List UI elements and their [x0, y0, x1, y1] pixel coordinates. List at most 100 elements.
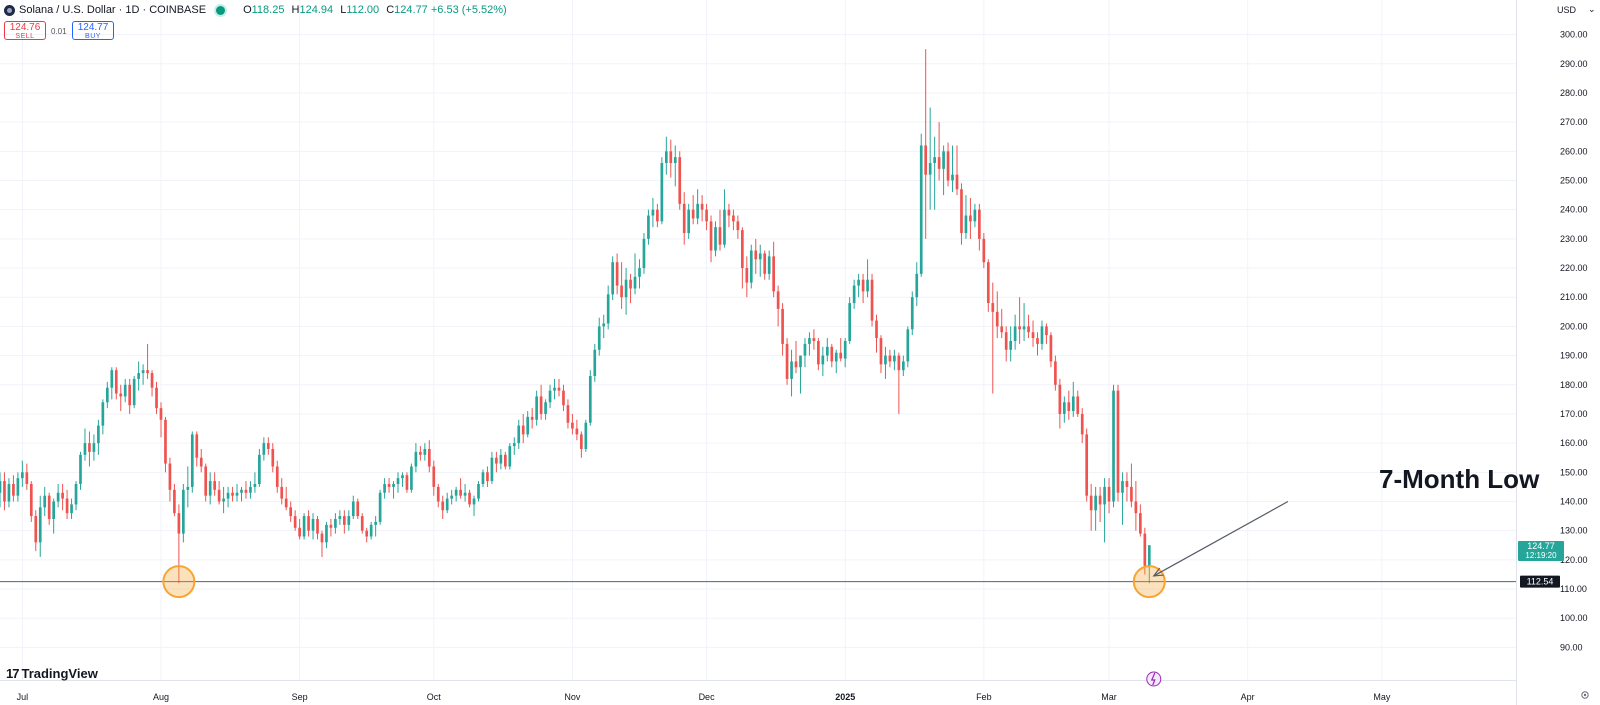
candle-body: [266, 443, 270, 449]
candle-body: [656, 209, 659, 222]
sell-button[interactable]: 124.76 SELL: [4, 21, 46, 40]
time-axis: Jul Aug Sep Oct Nov Dec 2025 Feb Mar Apr May: [0, 671, 1516, 702]
candle-body: [754, 250, 758, 260]
candle-down: [441, 495, 445, 520]
candle-up: [83, 428, 87, 461]
candle-down: [620, 262, 623, 309]
price-tick-label: 170.00: [1560, 409, 1588, 419]
candle-body: [1045, 326, 1048, 336]
candle-body: [29, 483, 33, 517]
price-tick-label: 90.00: [1560, 642, 1583, 652]
candle-body: [986, 262, 990, 304]
candle-body: [190, 434, 194, 487]
candle-body: [1143, 533, 1147, 566]
candle-body: [410, 466, 413, 490]
candle-down: [982, 233, 986, 269]
candle-down: [861, 273, 865, 304]
candle-up: [548, 384, 552, 409]
candle-body: [620, 285, 623, 298]
candle-up: [910, 291, 914, 336]
candle-up: [535, 390, 538, 426]
time-tick-label: Dec: [699, 692, 716, 702]
candle-body: [97, 425, 100, 444]
candle-body: [240, 489, 243, 493]
chart-grid: [0, 0, 1516, 680]
candle-body: [271, 448, 275, 467]
candle-body: [450, 495, 454, 499]
candle-down: [575, 419, 579, 441]
candle-body: [88, 443, 91, 452]
candle-body: [164, 419, 167, 464]
candle-body: [638, 268, 641, 277]
candle-down: [34, 510, 38, 552]
candle-body: [369, 524, 373, 537]
candle-body: [508, 446, 512, 467]
candle-down: [817, 338, 820, 371]
open-value: 118.25: [251, 4, 285, 16]
candle-body: [633, 276, 637, 289]
candle-body: [298, 527, 301, 537]
candle-up: [445, 492, 449, 514]
currency-selector[interactable]: USD: [1557, 5, 1577, 15]
candle-body: [727, 209, 731, 216]
candle-body: [803, 343, 807, 356]
candle-body: [664, 151, 668, 163]
candle-body: [284, 498, 288, 508]
candle-body: [1067, 402, 1071, 412]
tradingview-logo[interactable]: 17 TradingView: [6, 666, 98, 681]
candle-body: [25, 472, 29, 484]
buy-button[interactable]: 124.77 BUY: [72, 21, 114, 40]
candle-body: [52, 501, 56, 520]
candle-up: [392, 481, 395, 499]
candle-up: [933, 136, 936, 210]
candle-down: [1098, 486, 1102, 522]
candle-up: [843, 338, 847, 368]
time-tick-label: Oct: [427, 692, 442, 702]
candle-body: [1076, 396, 1080, 414]
candle-body: [758, 253, 762, 260]
candle-down: [562, 384, 565, 412]
candle-body: [307, 516, 310, 531]
sell-price: 124.76: [9, 22, 41, 33]
last-price-tag: [1518, 540, 1564, 561]
candle-body: [942, 151, 945, 169]
price-tick-label: 120.00: [1560, 555, 1588, 565]
candle-down: [754, 238, 758, 274]
candle-up: [16, 472, 20, 502]
candle-body: [745, 268, 749, 283]
candle-up: [450, 489, 454, 505]
candle-down: [1107, 478, 1111, 514]
time-tick-label: May: [1373, 692, 1391, 702]
candle-body: [861, 279, 865, 292]
annotation-arrow: [1152, 500, 1289, 577]
gear-icon[interactable]: [1580, 690, 1590, 700]
candle-body: [749, 250, 753, 283]
candle-up: [1147, 545, 1151, 584]
candle-down: [1054, 355, 1057, 391]
candle-body: [736, 221, 740, 231]
candle-down: [539, 384, 543, 420]
candle-up: [597, 317, 601, 356]
candle-body: [732, 215, 735, 222]
candle-body: [329, 524, 333, 528]
candle-body: [275, 466, 279, 487]
change-value: +6.53 (+5.52%): [430, 4, 507, 16]
candle-up: [606, 285, 610, 330]
candle-down: [275, 460, 279, 493]
time-tick-label: Sep: [292, 692, 308, 702]
candle-down: [1130, 463, 1133, 508]
chevron-down-icon[interactable]: ⌄: [1588, 4, 1596, 14]
candle-up: [633, 253, 637, 295]
price-tick-label: 100.00: [1560, 613, 1588, 623]
candle-up: [43, 486, 47, 517]
candle-up: [101, 399, 105, 435]
candle-up: [901, 355, 905, 377]
candle-body: [588, 376, 592, 423]
candle-down: [1076, 390, 1080, 417]
annotation-text: 7-Month Low: [1379, 464, 1540, 494]
candle-body: [1103, 486, 1106, 505]
symbol-title[interactable]: Solana / U.S. Dollar · 1D · COINBASE: [19, 4, 207, 16]
candle-down: [128, 378, 132, 414]
candle-up: [56, 483, 60, 508]
